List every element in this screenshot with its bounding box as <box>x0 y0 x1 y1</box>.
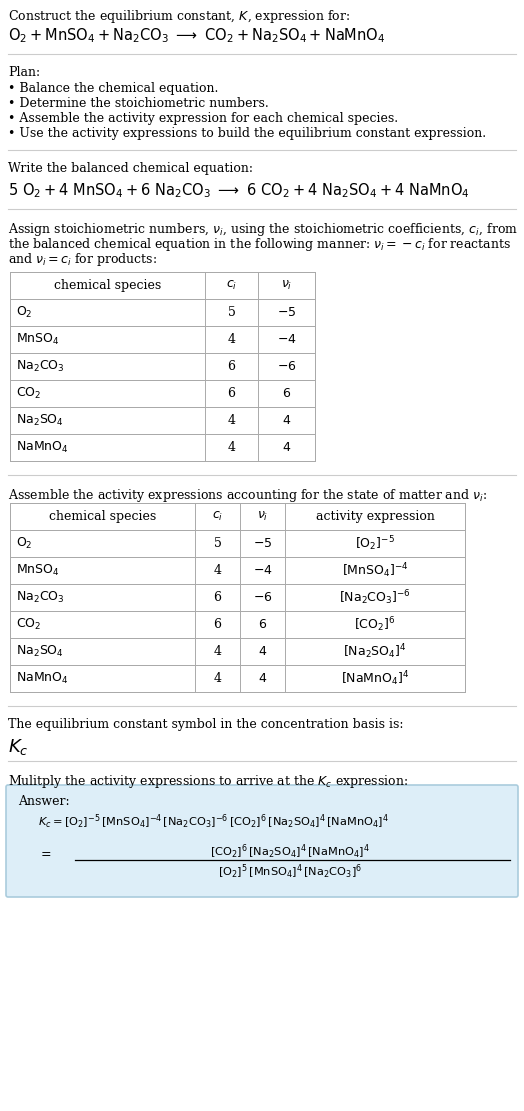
Text: Assemble the activity expressions accounting for the state of matter and $\nu_i$: Assemble the activity expressions accoun… <box>8 487 487 504</box>
Text: Answer:: Answer: <box>18 795 70 808</box>
Text: the balanced chemical equation in the following manner: $\nu_i = -c_i$ for react: the balanced chemical equation in the fo… <box>8 236 511 253</box>
Text: Construct the equilibrium constant, $K$, expression for:: Construct the equilibrium constant, $K$,… <box>8 8 350 26</box>
Bar <box>10 326 315 353</box>
Text: $[\mathrm{NaMnO_4}]^{4}$: $[\mathrm{NaMnO_4}]^{4}$ <box>341 669 409 688</box>
Text: 6: 6 <box>213 618 222 631</box>
Text: $4$: $4$ <box>258 645 267 658</box>
Text: • Balance the chemical equation.: • Balance the chemical equation. <box>8 82 219 96</box>
Text: $4$: $4$ <box>258 672 267 685</box>
Text: $[\mathrm{Na_2SO_4}]^{4}$: $[\mathrm{Na_2SO_4}]^{4}$ <box>343 642 407 661</box>
Text: $[\mathrm{O_2}]^{-5}$: $[\mathrm{O_2}]^{-5}$ <box>355 534 395 553</box>
Text: $-4$: $-4$ <box>277 333 297 346</box>
Bar <box>10 530 465 557</box>
Text: $\mathrm{O_2 + MnSO_4 + Na_2CO_3\ \longrightarrow\ CO_2 + Na_2SO_4 + NaMnO_4}$: $\mathrm{O_2 + MnSO_4 + Na_2CO_3\ \longr… <box>8 26 386 44</box>
Text: $\mathrm{Na_2SO_4}$: $\mathrm{Na_2SO_4}$ <box>16 644 64 659</box>
Text: $[\mathrm{CO_2}]^{6}\,[\mathrm{Na_2SO_4}]^{4}\,[\mathrm{NaMnO_4}]^{4}$: $[\mathrm{CO_2}]^{6}\,[\mathrm{Na_2SO_4}… <box>210 843 370 861</box>
Text: $[\mathrm{CO_2}]^{6}$: $[\mathrm{CO_2}]^{6}$ <box>354 615 396 634</box>
Bar <box>10 407 315 434</box>
Text: • Determine the stoichiometric numbers.: • Determine the stoichiometric numbers. <box>8 97 269 110</box>
FancyBboxPatch shape <box>6 785 518 897</box>
Bar <box>10 380 315 407</box>
Bar <box>10 272 315 299</box>
Text: $-6$: $-6$ <box>253 591 272 604</box>
Text: 4: 4 <box>227 441 235 454</box>
Text: $-6$: $-6$ <box>277 360 296 373</box>
Text: $\mathrm{O_2}$: $\mathrm{O_2}$ <box>16 304 32 320</box>
Text: $6$: $6$ <box>258 618 267 631</box>
Text: activity expression: activity expression <box>315 510 434 523</box>
Text: $\mathrm{Na_2SO_4}$: $\mathrm{Na_2SO_4}$ <box>16 413 64 428</box>
Text: $[\mathrm{MnSO_4}]^{-4}$: $[\mathrm{MnSO_4}]^{-4}$ <box>342 561 408 580</box>
Text: The equilibrium constant symbol in the concentration basis is:: The equilibrium constant symbol in the c… <box>8 718 403 731</box>
Text: 4: 4 <box>227 333 235 346</box>
Text: $\nu_i$: $\nu_i$ <box>281 279 292 292</box>
Bar <box>10 434 315 461</box>
Text: $\mathrm{MnSO_4}$: $\mathrm{MnSO_4}$ <box>16 563 60 578</box>
Bar <box>10 584 465 611</box>
Text: and $\nu_i = c_i$ for products:: and $\nu_i = c_i$ for products: <box>8 251 157 268</box>
Text: $\mathrm{Na_2CO_3}$: $\mathrm{Na_2CO_3}$ <box>16 359 64 374</box>
Text: $\mathrm{NaMnO_4}$: $\mathrm{NaMnO_4}$ <box>16 440 69 456</box>
Text: $c_i$: $c_i$ <box>226 279 237 292</box>
Text: chemical species: chemical species <box>49 510 156 523</box>
Text: 4: 4 <box>213 672 222 685</box>
Bar <box>10 503 465 530</box>
Bar <box>10 299 315 326</box>
Bar <box>10 665 465 692</box>
Text: $\mathrm{CO_2}$: $\mathrm{CO_2}$ <box>16 386 41 401</box>
Text: $-5$: $-5$ <box>253 537 272 550</box>
Text: $\nu_i$: $\nu_i$ <box>257 510 268 523</box>
Text: $4$: $4$ <box>282 414 291 427</box>
Text: $4$: $4$ <box>282 441 291 454</box>
Text: • Use the activity expressions to build the equilibrium constant expression.: • Use the activity expressions to build … <box>8 127 486 140</box>
Bar <box>10 611 465 638</box>
Text: $\mathrm{MnSO_4}$: $\mathrm{MnSO_4}$ <box>16 332 60 347</box>
Text: 6: 6 <box>227 360 235 373</box>
Text: chemical species: chemical species <box>54 279 161 292</box>
Text: $\mathrm{O_2}$: $\mathrm{O_2}$ <box>16 536 32 551</box>
Text: $[\mathrm{O_2}]^{5}\,[\mathrm{MnSO_4}]^{4}\,[\mathrm{Na_2CO_3}]^{6}$: $[\mathrm{O_2}]^{5}\,[\mathrm{MnSO_4}]^{… <box>218 863 362 881</box>
Bar <box>10 638 465 665</box>
Text: • Assemble the activity expression for each chemical species.: • Assemble the activity expression for e… <box>8 112 398 126</box>
Text: Assign stoichiometric numbers, $\nu_i$, using the stoichiometric coefficients, $: Assign stoichiometric numbers, $\nu_i$, … <box>8 221 518 238</box>
Text: $[\mathrm{Na_2CO_3}]^{-6}$: $[\mathrm{Na_2CO_3}]^{-6}$ <box>339 588 411 607</box>
Bar <box>10 557 465 584</box>
Text: Plan:: Plan: <box>8 66 40 79</box>
Text: 6: 6 <box>227 387 235 400</box>
Text: $\mathrm{Na_2CO_3}$: $\mathrm{Na_2CO_3}$ <box>16 590 64 605</box>
Bar <box>10 353 315 380</box>
Text: $-5$: $-5$ <box>277 306 296 319</box>
Text: $=$: $=$ <box>38 847 52 860</box>
Text: Write the balanced chemical equation:: Write the balanced chemical equation: <box>8 162 253 176</box>
Text: $K_c$: $K_c$ <box>8 737 29 757</box>
Text: 6: 6 <box>213 591 222 604</box>
Text: $K_c = [\mathrm{O_2}]^{-5}\,[\mathrm{MnSO_4}]^{-4}\,[\mathrm{Na_2CO_3}]^{-6}\,[\: $K_c = [\mathrm{O_2}]^{-5}\,[\mathrm{MnS… <box>38 813 389 831</box>
Text: 4: 4 <box>227 414 235 427</box>
Text: 4: 4 <box>213 645 222 658</box>
Text: $c_i$: $c_i$ <box>212 510 223 523</box>
Text: $\mathrm{5\ O_2 + 4\ MnSO_4 + 6\ Na_2CO_3\ \longrightarrow\ 6\ CO_2 + 4\ Na_2SO_: $\mathrm{5\ O_2 + 4\ MnSO_4 + 6\ Na_2CO_… <box>8 181 470 200</box>
Text: Mulitply the activity expressions to arrive at the $K_c$ expression:: Mulitply the activity expressions to arr… <box>8 773 408 790</box>
Text: 5: 5 <box>214 537 222 550</box>
Text: 5: 5 <box>227 306 235 319</box>
Text: $\mathrm{NaMnO_4}$: $\mathrm{NaMnO_4}$ <box>16 671 69 687</box>
Text: 4: 4 <box>213 564 222 577</box>
Text: $\mathrm{CO_2}$: $\mathrm{CO_2}$ <box>16 617 41 632</box>
Text: $6$: $6$ <box>282 387 291 400</box>
Text: $-4$: $-4$ <box>253 564 272 577</box>
